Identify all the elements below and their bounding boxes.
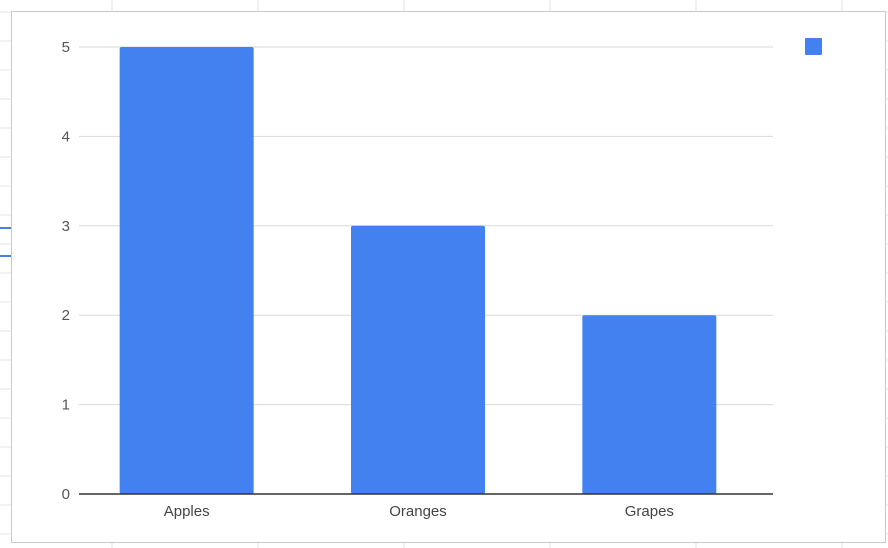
- row-selection-marker-top: [0, 227, 12, 229]
- y-tick-label: 0: [62, 486, 70, 503]
- legend[interactable]: [805, 38, 822, 55]
- x-axis-categories: Apples Oranges Grapes: [164, 503, 674, 520]
- x-category-label: Apples: [164, 503, 210, 520]
- y-tick-label: 4: [62, 128, 70, 145]
- bar-apples[interactable]: [119, 47, 254, 494]
- x-category-label: Grapes: [625, 503, 674, 520]
- y-tick-label: 2: [62, 307, 70, 324]
- y-tick-label: 5: [62, 39, 70, 56]
- bar-oranges[interactable]: [351, 225, 485, 495]
- y-tick-label: 1: [62, 397, 70, 414]
- row-selection-marker-bottom: [0, 255, 12, 257]
- y-axis-ticks: 0 1 2 3 4 5: [62, 39, 70, 503]
- bars: [119, 47, 717, 495]
- x-category-label: Oranges: [389, 503, 447, 520]
- bar-grapes[interactable]: [582, 315, 717, 494]
- legend-swatch[interactable]: [805, 38, 822, 55]
- y-tick-label: 3: [62, 218, 70, 235]
